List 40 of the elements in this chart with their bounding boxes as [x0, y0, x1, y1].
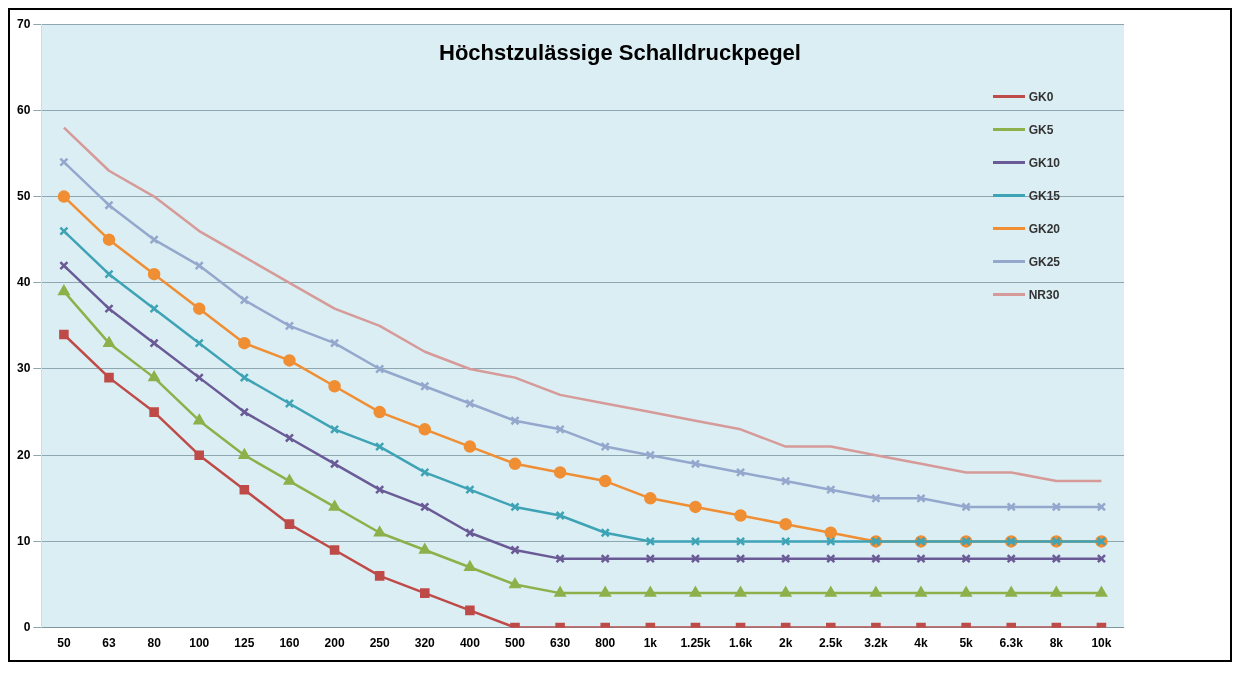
- x-tick-label: 2.5k: [819, 636, 843, 651]
- x-tick-label: 6.3k: [999, 636, 1024, 651]
- x-tick-label: 1k: [643, 636, 658, 651]
- y-tick-label: 0: [23, 619, 31, 634]
- x-tick-label: 8k: [1049, 636, 1064, 651]
- legend-label: GK10: [1028, 155, 1060, 170]
- x-tick-label: 63: [102, 636, 117, 651]
- legend-label: NR30: [1028, 287, 1060, 302]
- x-tick-label: 10k: [1091, 636, 1112, 651]
- y-tick-label: 30: [16, 361, 31, 376]
- legend-label: GK20: [1028, 221, 1060, 236]
- legend-label: GK15: [1028, 188, 1060, 203]
- x-tick-label: 3.2k: [864, 636, 888, 651]
- y-tick-label: 40: [16, 275, 31, 290]
- x-tick-label: 320: [414, 636, 436, 651]
- x-tick-label: 200: [324, 636, 345, 651]
- y-tick-label: 60: [16, 102, 31, 117]
- x-tick-label: 160: [279, 636, 300, 651]
- x-tick-label: 1.6k: [728, 636, 753, 651]
- legend-label: GK25: [1028, 254, 1060, 269]
- x-tick-label: 400: [459, 636, 481, 651]
- x-tick-label: 800: [595, 636, 616, 651]
- x-tick-label: 80: [147, 636, 162, 651]
- x-tick-label: 1.25k: [680, 636, 711, 651]
- x-tick-label: 5k: [959, 636, 974, 651]
- x-tick-label: 50: [57, 636, 71, 651]
- text: Höchstzulässige Schalldruckpegel: [438, 40, 802, 66]
- x-tick-label: 630: [550, 636, 571, 651]
- x-tick-label: 500: [504, 636, 526, 651]
- y-tick-label: 50: [16, 188, 31, 203]
- legend-label: GK5: [1028, 122, 1054, 137]
- x-tick-label: 100: [189, 636, 210, 651]
- y-tick-label: 70: [16, 16, 31, 31]
- y-tick-label: 10: [16, 533, 31, 548]
- x-tick-label: 125: [234, 636, 255, 651]
- y-tick-label: 20: [16, 447, 31, 462]
- x-tick-label: 2k: [778, 636, 793, 651]
- x-tick-label: 4k: [914, 636, 928, 651]
- legend-label: GK0: [1028, 89, 1054, 104]
- x-tick-label: 250: [369, 636, 391, 651]
